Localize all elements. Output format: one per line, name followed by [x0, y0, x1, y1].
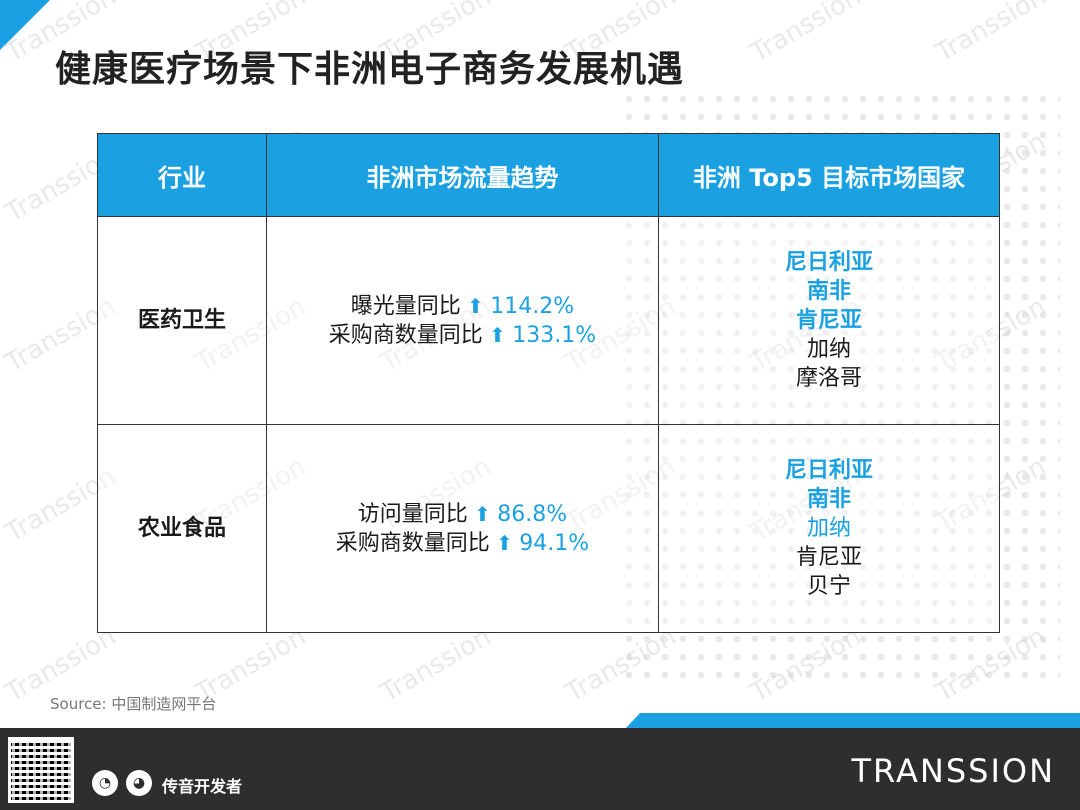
country-item: 南非 [806, 279, 851, 304]
arrow-up-icon: ⬆ [482, 322, 513, 347]
trend-value: 86.8% [497, 501, 568, 527]
market-table: 行业 非洲市场流量趋势 非洲 Top5 目标市场国家 医药卫生 曝光量同比 ⬆ 1… [97, 133, 1000, 633]
table-header-row: 行业 非洲市场流量趋势 非洲 Top5 目标市场国家 [97, 133, 1000, 217]
trend-value: 114.2% [490, 293, 575, 319]
qr-code-pattern [8, 737, 74, 803]
country-item: 加纳 [806, 516, 851, 541]
corner-accent [0, 0, 50, 50]
trend-line: 访问量同比 ⬆ 86.8% [268, 500, 657, 529]
arrow-up-icon: ⬆ [467, 501, 498, 526]
watermark-text: Transsion [375, 621, 497, 709]
trend-label: 访问量同比 [357, 501, 468, 527]
table-row: 医药卫生 曝光量同比 ⬆ 114.2% 采购商数量同比 ⬆ 133.1% 尼日利亚 南非… [97, 216, 1000, 425]
footer-bar [0, 728, 1080, 810]
header-industry: 行业 [97, 133, 267, 217]
trend-value: 133.1% [512, 322, 597, 348]
trend-line: 曝光量同比 ⬆ 114.2% [268, 292, 657, 321]
wechat-icon[interactable]: ◔ [92, 770, 118, 796]
watermark-text: Transsion [930, 0, 1052, 69]
country-item: 尼日利亚 [784, 458, 873, 483]
countries-cell: 尼日利亚南非加纳肯尼亚贝宁 [658, 424, 1000, 633]
weibo-icon[interactable]: ◕ [126, 770, 152, 796]
arrow-up-icon: ⬆ [489, 530, 520, 555]
trend-label: 采购商数量同比 [335, 530, 490, 556]
header-traffic-trend: 非洲市场流量趋势 [266, 133, 659, 217]
watermark-text: Transsion [745, 0, 867, 69]
trend-cell: 曝光量同比 ⬆ 114.2% 采购商数量同比 ⬆ 133.1% [266, 216, 659, 425]
country-item: 南非 [806, 487, 851, 512]
trend-line: 采购商数量同比 ⬆ 94.1% [268, 529, 657, 558]
page-title: 健康医疗场景下非洲电子商务发展机遇 [55, 49, 685, 90]
country-item: 肯尼亚 [795, 308, 862, 333]
transsion-logo: TRANSSION [851, 752, 1055, 790]
source-note: Source: 中国制造网平台 [50, 695, 217, 713]
trend-label: 采购商数量同比 [328, 322, 483, 348]
country-item: 加纳 [806, 337, 851, 362]
footer-accent-stripe [625, 713, 1080, 729]
country-item: 贝宁 [806, 574, 851, 599]
country-item: 尼日利亚 [784, 250, 873, 275]
header-top5-countries: 非洲 Top5 目标市场国家 [658, 133, 1000, 217]
industry-cell: 农业食品 [97, 424, 267, 633]
developer-label: 传音开发者 [162, 777, 243, 796]
trend-value: 94.1% [519, 530, 590, 556]
countries-cell: 尼日利亚南非肯尼亚加纳摩洛哥 [658, 216, 1000, 425]
trend-line: 采购商数量同比 ⬆ 133.1% [268, 321, 657, 350]
arrow-up-icon: ⬆ [460, 293, 491, 318]
trend-label: 曝光量同比 [350, 293, 461, 319]
trend-cell: 访问量同比 ⬆ 86.8% 采购商数量同比 ⬆ 94.1% [266, 424, 659, 633]
country-item: 摩洛哥 [795, 366, 862, 391]
country-item: 肯尼亚 [795, 545, 862, 570]
table-row: 农业食品 访问量同比 ⬆ 86.8% 采购商数量同比 ⬆ 94.1% 尼日利亚 南非 加纳… [97, 424, 1000, 633]
industry-cell: 医药卫生 [97, 216, 267, 425]
